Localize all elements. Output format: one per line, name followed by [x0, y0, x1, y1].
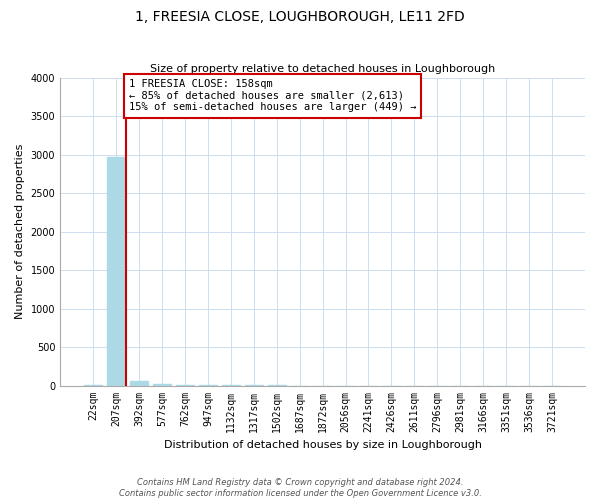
Y-axis label: Number of detached properties: Number of detached properties	[15, 144, 25, 320]
Bar	[130, 382, 148, 386]
Text: 1, FREESIA CLOSE, LOUGHBOROUGH, LE11 2FD: 1, FREESIA CLOSE, LOUGHBOROUGH, LE11 2FD	[135, 10, 465, 24]
Bar	[153, 384, 171, 386]
Bar	[176, 385, 194, 386]
Text: 1 FREESIA CLOSE: 158sqm
← 85% of detached houses are smaller (2,613)
15% of semi: 1 FREESIA CLOSE: 158sqm ← 85% of detache…	[129, 79, 416, 112]
Title: Size of property relative to detached houses in Loughborough: Size of property relative to detached ho…	[150, 64, 495, 74]
Bar	[199, 385, 217, 386]
X-axis label: Distribution of detached houses by size in Loughborough: Distribution of detached houses by size …	[164, 440, 482, 450]
Bar	[107, 157, 125, 386]
Text: Contains HM Land Registry data © Crown copyright and database right 2024.
Contai: Contains HM Land Registry data © Crown c…	[119, 478, 481, 498]
